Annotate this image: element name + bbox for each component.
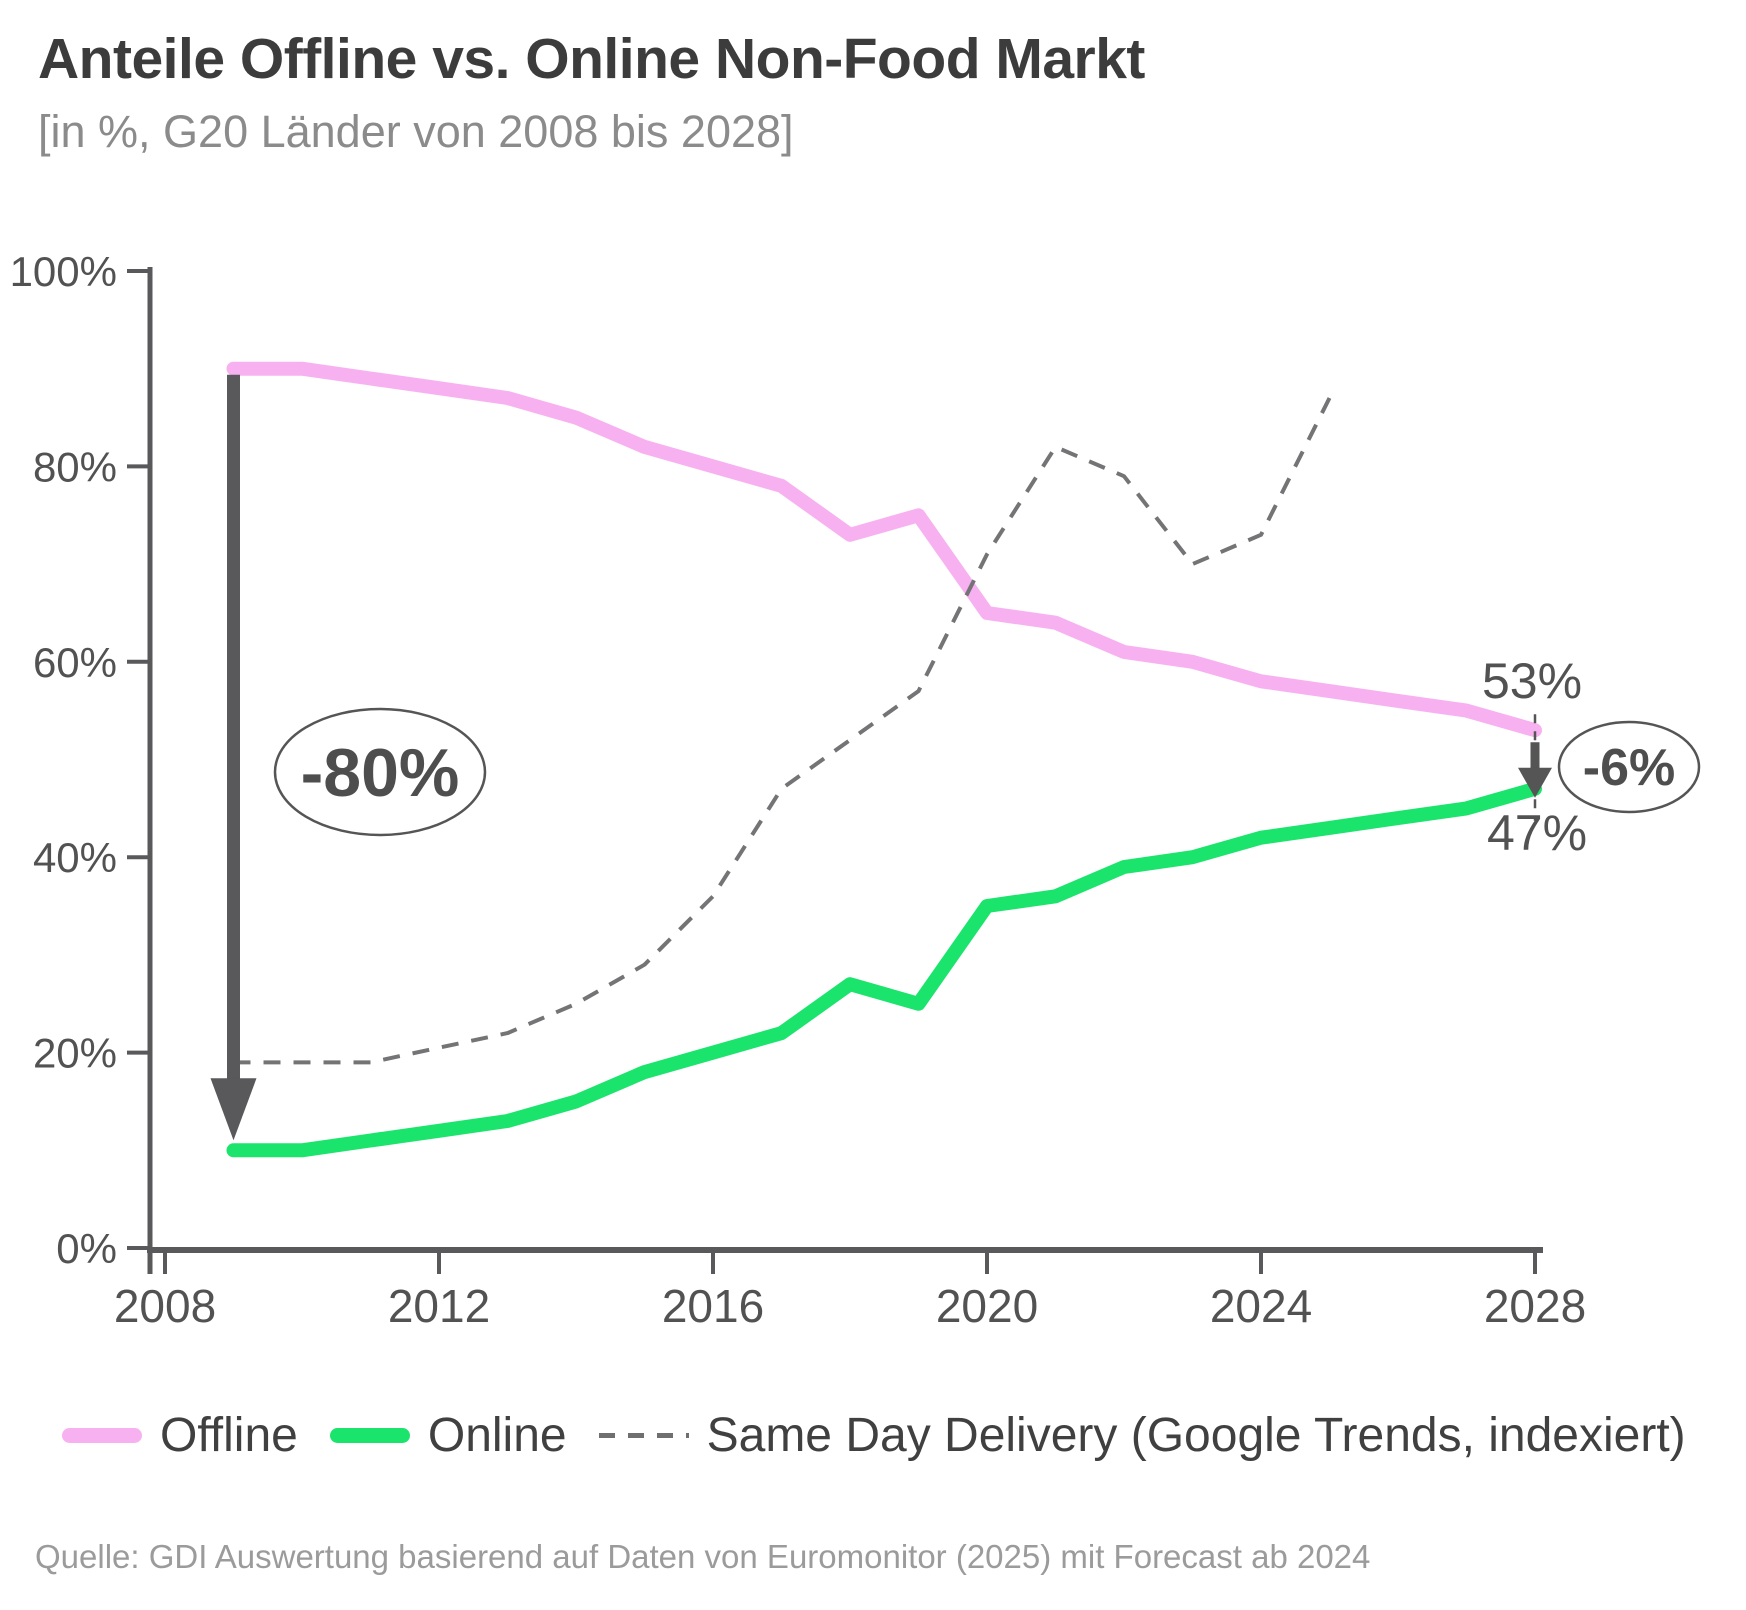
- x-tick-label: 2028: [1484, 1280, 1586, 1332]
- legend-label-online: Online: [427, 1409, 567, 1462]
- source-note: Quelle: GDI Auswertung basierend auf Dat…: [35, 1538, 1371, 1575]
- y-tick-label: 100%: [10, 248, 117, 295]
- same-day-delivery-dashed-swatch: [598, 1433, 689, 1438]
- y-tick-label: 80%: [33, 443, 117, 490]
- legend-label-offline: Offline: [160, 1409, 298, 1462]
- y-tick-label: 20%: [33, 1030, 117, 1077]
- annotation-6-label: -6%: [1583, 739, 1675, 797]
- page-title: Anteile Offline vs. Online Non-Food Mark…: [38, 27, 1145, 91]
- offline-end-value: 53%: [1482, 653, 1582, 709]
- line-offline: [226, 361, 1542, 738]
- online-end-value: 47%: [1487, 805, 1587, 861]
- y-tick-label: 0%: [56, 1225, 117, 1272]
- y-tick-label: 40%: [33, 834, 117, 881]
- line-same-day-delivery-google-trends-indexiert: [233, 397, 1332, 1065]
- legend-item-same-day-delivery: Same Day Delivery (Google Trends, indexi…: [598, 1408, 1686, 1463]
- x-tick-label: 2020: [936, 1280, 1038, 1332]
- offline-line-swatch: [62, 1428, 142, 1443]
- page-subtitle: [in %, G20 Länder von 2008 bis 2028]: [38, 106, 794, 157]
- x-tick-label: 2012: [388, 1280, 490, 1332]
- line-online: [226, 781, 1542, 1158]
- annotation-ellipse-6: [1557, 720, 1701, 814]
- drop-arrow-2028-head: [1518, 767, 1552, 798]
- legend-item-offline: Offline: [62, 1408, 298, 1463]
- online-line-swatch: [329, 1428, 410, 1443]
- x-tick-label: 2008: [114, 1280, 216, 1332]
- drop-arrow-2009-head: [210, 1078, 257, 1141]
- x-tick-label: 2016: [662, 1280, 764, 1332]
- annotation-ellipse-80: [273, 707, 487, 837]
- annotation-80-label: -80%: [301, 735, 460, 811]
- x-tick-label: 2024: [1210, 1280, 1312, 1332]
- legend-label-same-day-delivery: Same Day Delivery (Google Trends, indexi…: [706, 1409, 1686, 1462]
- legend-item-online: Online: [329, 1408, 567, 1463]
- y-tick-label: 60%: [33, 639, 117, 686]
- chart-legend: Offline Online Same Day Delivery (Google…: [62, 1408, 1718, 1463]
